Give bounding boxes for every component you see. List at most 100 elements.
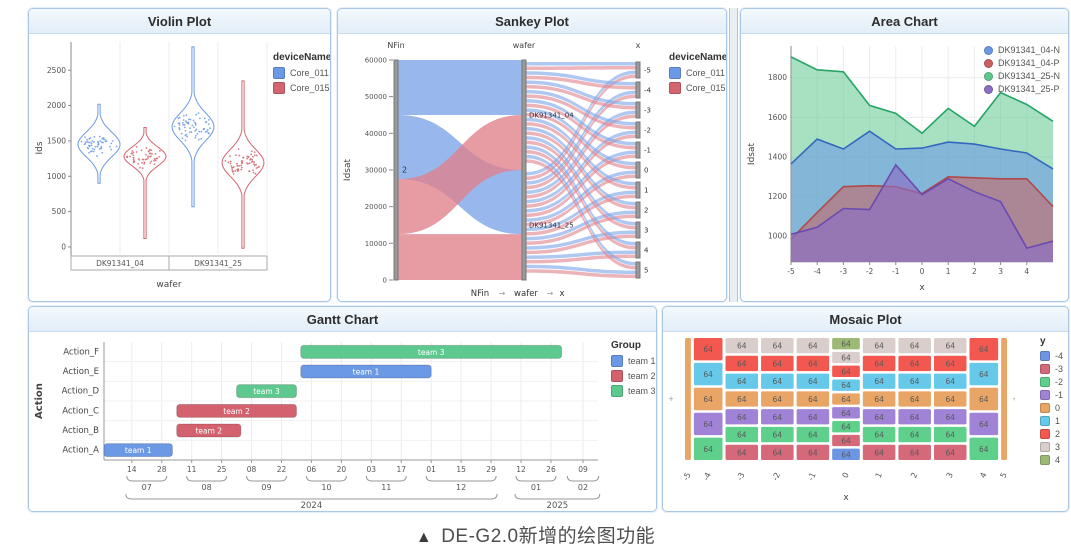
legend-item-3[interactable]: 3 — [1039, 442, 1063, 452]
svg-text:64: 64 — [773, 395, 783, 404]
panel-header: Violin Plot — [29, 9, 330, 34]
legend-item-4[interactable]: 4 — [1039, 455, 1063, 465]
legend-item--2[interactable]: -2 — [1039, 377, 1063, 387]
legend-label: team 3 — [628, 386, 656, 396]
legend-label: -4 — [1054, 351, 1063, 361]
svg-text:-5: -5 — [644, 67, 651, 75]
svg-text:64: 64 — [945, 413, 955, 422]
svg-text:→: → — [499, 289, 506, 298]
panel-header: Gantt Chart — [29, 307, 656, 332]
legend-title: deviceName — [273, 52, 331, 63]
svg-text:09: 09 — [261, 483, 271, 492]
svg-text:64: 64 — [945, 448, 955, 457]
legend-item-Core_011[interactable]: Core_011 — [669, 67, 726, 79]
legend-item-team 1[interactable]: team 1 — [611, 355, 656, 367]
svg-text:64: 64 — [874, 377, 884, 386]
panel-header: Sankey Plot — [338, 9, 726, 34]
svg-text:wafer: wafer — [514, 289, 538, 299]
panel-mosaic: Mosaic Plot -5 64 64 64 64 64 -4 64 64 64 64 64 64 64… — [662, 306, 1069, 512]
legend-item-2[interactable]: 2 — [1039, 429, 1063, 439]
svg-text:-2: -2 — [771, 471, 783, 482]
svg-text:team 1: team 1 — [125, 446, 152, 455]
svg-text:team 1: team 1 — [353, 368, 380, 377]
legend-item-0[interactable]: 0 — [1039, 403, 1063, 413]
svg-text:64: 64 — [910, 448, 920, 457]
svg-text:1200: 1200 — [768, 192, 787, 201]
panel-title: Violin Plot — [147, 14, 212, 29]
legend-item-Core_015[interactable]: Core_015 — [273, 82, 330, 94]
legend-swatch — [983, 58, 993, 68]
svg-text:08: 08 — [247, 465, 257, 474]
legend-swatch — [273, 82, 285, 94]
panel-area: Area Chart 1000 1200 1400 1600 1800 -5 -4 -3 -2 -… — [740, 8, 1069, 302]
legend-item--1[interactable]: -1 — [1039, 390, 1063, 400]
svg-text:64: 64 — [874, 359, 884, 368]
svg-text:500: 500 — [52, 207, 67, 216]
svg-text:-2: -2 — [644, 127, 651, 135]
svg-text:64: 64 — [841, 409, 851, 418]
violin-chart: 0 500 1000 1500 2000 2500 DK91341_04 DK91341_25… — [35, 42, 268, 290]
svg-text:64: 64 — [979, 345, 989, 354]
svg-text:x: x — [843, 493, 849, 503]
legend-item-DK91341_04-P[interactable]: DK91341_04-P — [983, 58, 1060, 68]
svg-text:02: 02 — [578, 483, 588, 492]
svg-text:Ids: Ids — [35, 141, 45, 154]
legend-item-team 3[interactable]: team 3 — [611, 385, 656, 397]
svg-text:1000: 1000 — [768, 232, 787, 241]
legend-swatch — [983, 71, 993, 81]
svg-text:50000: 50000 — [365, 93, 387, 101]
svg-text:DK91341_04: DK91341_04 — [529, 112, 574, 120]
svg-text:Action_E: Action_E — [63, 367, 99, 377]
svg-text:Idsat: Idsat — [747, 142, 757, 165]
svg-text:2: 2 — [972, 267, 977, 276]
svg-text:-1: -1 — [892, 267, 900, 276]
violin-legend: deviceName Core_011 Core_015 — [273, 52, 331, 97]
svg-text:3: 3 — [945, 471, 955, 479]
svg-text:-3: -3 — [735, 471, 747, 482]
legend-title: y — [1039, 336, 1046, 347]
legend-item--3[interactable]: -3 — [1039, 364, 1063, 374]
svg-text:64: 64 — [910, 359, 920, 368]
legend-swatch — [1039, 416, 1050, 426]
svg-text:25: 25 — [217, 465, 227, 474]
legend-label: 1 — [1054, 416, 1060, 426]
panel-splitter[interactable] — [729, 8, 738, 302]
legend-item--4[interactable]: -4 — [1039, 351, 1063, 361]
svg-text:17: 17 — [396, 465, 406, 474]
svg-text:64: 64 — [979, 445, 989, 454]
legend-item-Core_015[interactable]: Core_015 — [669, 82, 726, 94]
svg-text:64: 64 — [979, 420, 989, 429]
panel-sankey: Sankey Plot 0 10000 20000 30000 40000 50000 60… — [337, 8, 727, 302]
legend-item-1[interactable]: 1 — [1039, 416, 1063, 426]
legend-title: Group — [611, 340, 641, 351]
panel-violin: Violin Plot 0 500 1000 1500 2000 2500 DK91341_… — [28, 8, 331, 302]
legend-label: 2 — [1054, 429, 1060, 439]
svg-text:64: 64 — [808, 395, 818, 404]
svg-text:11: 11 — [187, 465, 197, 474]
svg-text:64: 64 — [841, 450, 851, 459]
svg-text:64: 64 — [945, 359, 955, 368]
svg-text:06: 06 — [307, 465, 317, 474]
svg-text:Action_A: Action_A — [62, 446, 99, 456]
svg-text:64: 64 — [841, 354, 851, 363]
svg-text:64: 64 — [945, 377, 955, 386]
panel-gantt: Gantt Chart Action_F Action_E Action_D Acti… — [28, 306, 657, 512]
legend-swatch — [611, 355, 623, 367]
panel-title: Area Chart — [871, 14, 938, 29]
legend-item-DK91341_25-N[interactable]: DK91341_25-N — [983, 71, 1060, 81]
legend-item-team 2[interactable]: team 2 — [611, 370, 656, 382]
legend-swatch — [669, 67, 681, 79]
svg-text:64: 64 — [703, 395, 713, 404]
svg-text:01: 01 — [426, 465, 436, 474]
legend-item-Core_011[interactable]: Core_011 — [273, 67, 330, 79]
svg-text:-2: -2 — [866, 267, 874, 276]
legend-item-DK91341_04-N[interactable]: DK91341_04-N — [983, 45, 1060, 55]
legend-swatch — [1039, 403, 1050, 413]
svg-text:03: 03 — [367, 465, 377, 474]
legend-item-DK91341_25-P[interactable]: DK91341_25-P — [983, 84, 1060, 94]
legend-swatch — [1039, 351, 1050, 361]
gantt-legend: Group team 1 team 2 team 3 — [611, 340, 656, 400]
svg-text:64: 64 — [910, 413, 920, 422]
svg-text:-1: -1 — [644, 147, 651, 155]
svg-text:x: x — [919, 283, 925, 293]
